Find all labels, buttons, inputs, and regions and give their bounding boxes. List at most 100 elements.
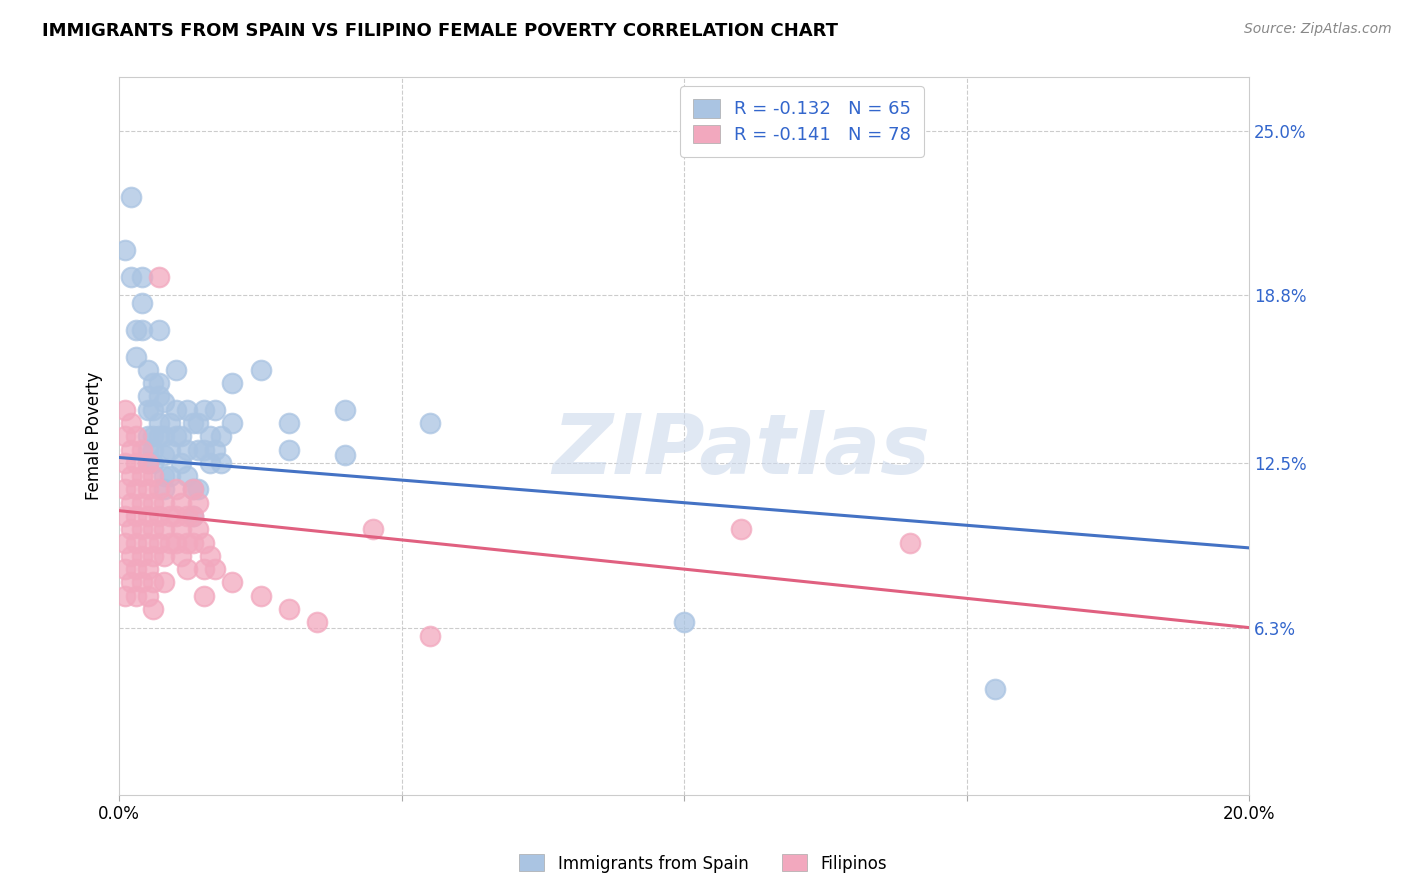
Point [148, 535, 170, 549]
Point [193, 589, 215, 603]
Point [136, 456, 159, 470]
Point [176, 562, 198, 576]
Point [120, 469, 142, 483]
Y-axis label: Female Poverty: Female Poverty [86, 372, 103, 500]
Point [131, 269, 153, 284]
Point [170, 496, 193, 510]
Point [131, 496, 153, 510]
Point [419, 629, 441, 643]
Point [159, 442, 181, 457]
Point [198, 549, 221, 563]
Point [142, 602, 165, 616]
Point [120, 549, 142, 563]
Point [153, 549, 176, 563]
Point [153, 575, 176, 590]
Text: Source: ZipAtlas.com: Source: ZipAtlas.com [1244, 22, 1392, 37]
Point [131, 575, 153, 590]
Point [142, 376, 165, 390]
Point [187, 496, 209, 510]
Point [181, 508, 204, 523]
Point [170, 456, 193, 470]
Point [181, 416, 204, 430]
Point [148, 429, 170, 443]
Point [159, 469, 181, 483]
Point [114, 562, 136, 576]
Point [120, 575, 142, 590]
Point [165, 483, 187, 497]
Point [204, 402, 226, 417]
Point [673, 615, 696, 630]
Point [125, 350, 148, 364]
Point [125, 323, 148, 337]
Point [898, 535, 921, 549]
Point [984, 681, 1007, 696]
Point [165, 363, 187, 377]
Point [165, 508, 187, 523]
Point [114, 243, 136, 257]
Point [148, 323, 170, 337]
Point [170, 522, 193, 536]
Point [142, 496, 165, 510]
Point [142, 402, 165, 417]
Point [136, 562, 159, 576]
Point [277, 416, 299, 430]
Point [153, 496, 176, 510]
Point [193, 442, 215, 457]
Point [153, 429, 176, 443]
Point [204, 442, 226, 457]
Point [181, 508, 204, 523]
Point [114, 589, 136, 603]
Point [221, 416, 243, 430]
Point [148, 269, 170, 284]
Point [136, 363, 159, 377]
Point [142, 456, 165, 470]
Point [419, 416, 441, 430]
Point [142, 575, 165, 590]
Point [730, 522, 752, 536]
Point [187, 442, 209, 457]
Point [305, 615, 328, 630]
Legend: Immigrants from Spain, Filipinos: Immigrants from Spain, Filipinos [513, 847, 893, 880]
Point [136, 429, 159, 443]
Point [131, 296, 153, 310]
Point [198, 429, 221, 443]
Point [148, 416, 170, 430]
Point [209, 456, 232, 470]
Point [277, 442, 299, 457]
Point [204, 562, 226, 576]
Point [170, 549, 193, 563]
Point [136, 402, 159, 417]
Point [142, 549, 165, 563]
Point [120, 416, 142, 430]
Point [193, 402, 215, 417]
Legend: R = -0.132   N = 65, R = -0.141   N = 78: R = -0.132 N = 65, R = -0.141 N = 78 [681, 87, 924, 157]
Point [120, 442, 142, 457]
Point [165, 429, 187, 443]
Point [159, 508, 181, 523]
Point [136, 589, 159, 603]
Point [136, 442, 159, 457]
Point [131, 442, 153, 457]
Point [187, 522, 209, 536]
Point [114, 429, 136, 443]
Point [114, 535, 136, 549]
Point [120, 269, 142, 284]
Point [187, 483, 209, 497]
Text: IMMIGRANTS FROM SPAIN VS FILIPINO FEMALE POVERTY CORRELATION CHART: IMMIGRANTS FROM SPAIN VS FILIPINO FEMALE… [42, 22, 838, 40]
Point [120, 190, 142, 204]
Point [159, 535, 181, 549]
Point [181, 483, 204, 497]
Point [176, 442, 198, 457]
Point [193, 535, 215, 549]
Point [153, 469, 176, 483]
Point [125, 483, 148, 497]
Point [131, 549, 153, 563]
Point [153, 483, 176, 497]
Point [335, 448, 357, 462]
Point [176, 535, 198, 549]
Point [221, 575, 243, 590]
Point [142, 522, 165, 536]
Point [165, 402, 187, 417]
Point [181, 535, 204, 549]
Point [136, 483, 159, 497]
